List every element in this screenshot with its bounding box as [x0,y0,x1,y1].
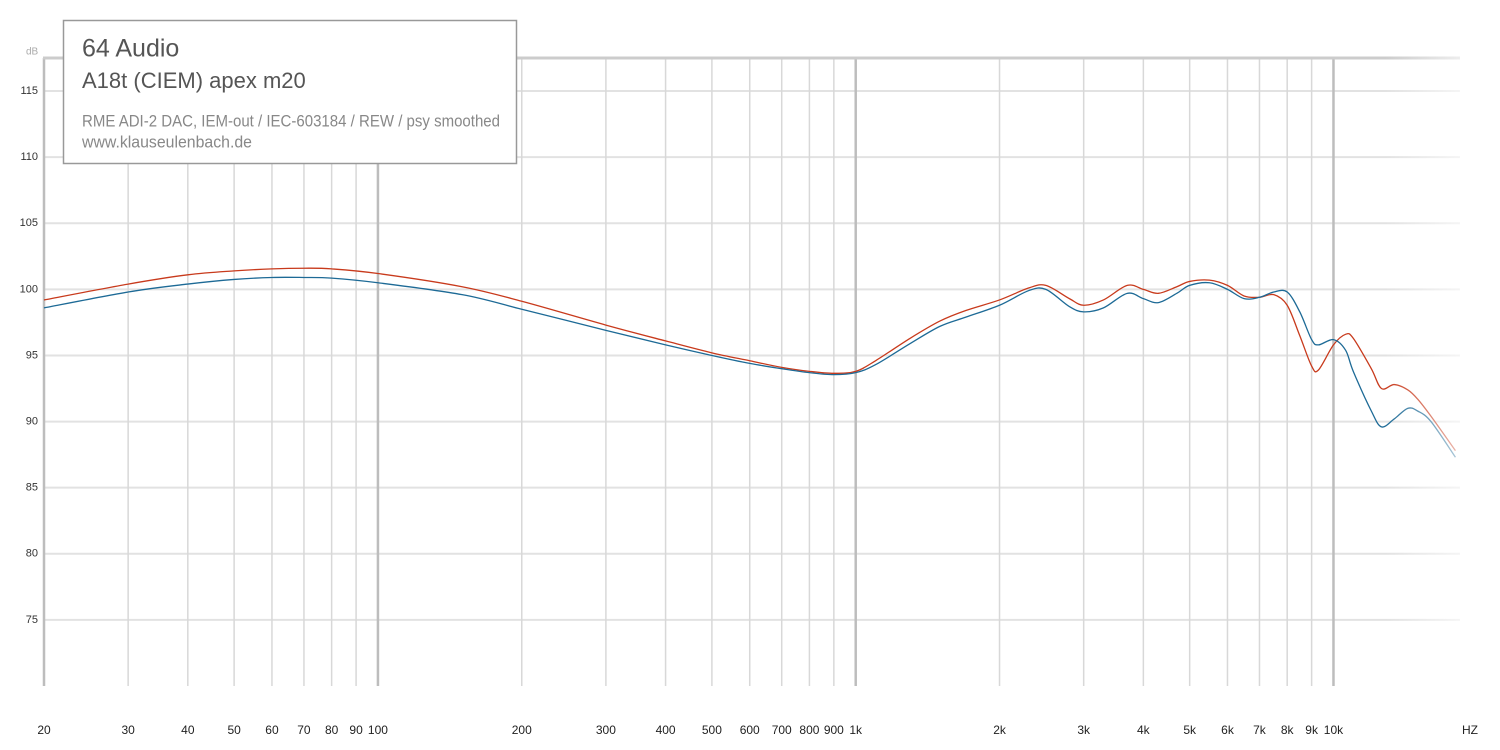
note: RME ADI-2 DAC, IEM-out / IEC-603184 / RE… [82,111,500,130]
x-tick-label: 4k [1137,723,1151,737]
x-tick-label: 90 [349,723,363,737]
x-tick-label: 400 [656,723,676,737]
x-tick-label: 7k [1253,723,1267,737]
x-tick-label: 300 [596,723,616,737]
x-tick-label: 700 [772,723,792,737]
x-tick-label: 100 [368,723,388,737]
x-tick-label: 20 [37,723,51,737]
x-tick-label: 30 [121,723,135,737]
x-axis-label: HZ [1462,723,1478,737]
x-tick-label: 3k [1077,723,1091,737]
subtitle: A18t (CIEM) apex m20 [82,68,306,93]
y-tick-label: 90 [26,415,38,427]
x-tick-label: 80 [325,723,339,737]
note: www.klauseulenbach.de [81,132,252,151]
x-tick-label: 8k [1281,723,1295,737]
x-tick-label: 600 [740,723,760,737]
fade-overlay [1385,40,1500,700]
y-tick-label: 100 [20,283,38,295]
y-tick-label: 95 [26,349,38,361]
x-tick-label: 70 [297,723,311,737]
response-curve [43,267,1456,452]
x-tick-label: 50 [227,723,241,737]
x-tick-label: 10k [1324,723,1344,737]
x-tick-label: 6k [1221,723,1235,737]
x-tick-label: 200 [512,723,532,737]
y-tick-label: 105 [20,217,38,229]
y-tick-label: 80 [26,548,38,560]
y-axis-label: dB [26,47,39,58]
x-tick-label: 1k [849,723,863,737]
x-tick-label: 60 [265,723,279,737]
x-tick-label: 40 [181,723,195,737]
x-tick-label: 2k [993,723,1007,737]
y-tick-label: 115 [20,85,38,97]
x-tick-label: 9k [1305,723,1319,737]
y-tick-label: 110 [20,151,38,163]
y-tick-label: 85 [26,482,38,494]
title: 64 Audio [82,35,179,63]
x-tick-label: 500 [702,723,722,737]
x-tick-label: 5k [1183,723,1197,737]
response-curve [43,276,1456,458]
x-tick-label: 900 [824,723,844,737]
info-box [62,19,518,165]
y-tick-label: 75 [26,614,38,626]
x-tick-label: 800 [799,723,819,737]
